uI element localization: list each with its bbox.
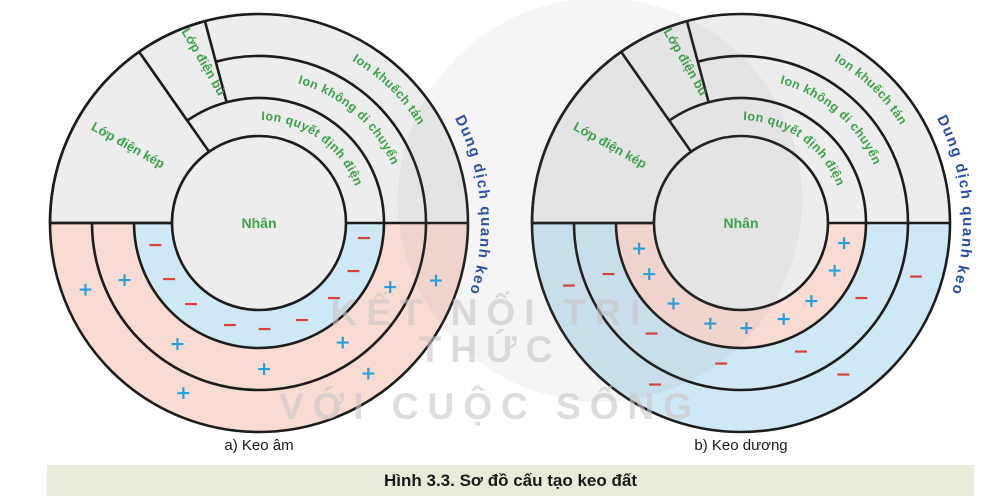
charge-minus: −	[561, 275, 577, 297]
charge-plus: +	[827, 260, 843, 282]
ring-boundary-top	[226, 96, 386, 224]
charge-plus: +	[428, 270, 444, 292]
charge-plus: +	[175, 382, 191, 404]
charge-plus: +	[836, 232, 852, 254]
charge-plus: +	[631, 237, 647, 259]
bottom-rings-b	[532, 222, 950, 432]
charge-plus: +	[666, 292, 682, 314]
caption-keo-am: a) Keo âm	[224, 437, 294, 454]
charge-minus: −	[647, 374, 663, 396]
charge-plus: +	[117, 269, 133, 291]
charge-plus: +	[360, 363, 376, 385]
charge-minus: −	[294, 309, 310, 331]
figure-caption-bar: Hình 3.3. Sơ đồ cấu tạo keo đất	[47, 465, 974, 496]
charge-minus: −	[257, 318, 273, 340]
charge-minus: −	[600, 263, 616, 285]
ring-middle-band	[574, 223, 908, 390]
ring-boundary-top	[697, 54, 910, 224]
charge-plus: +	[702, 312, 718, 334]
charge-plus: +	[382, 276, 398, 298]
ring-outer-band	[532, 223, 950, 432]
bottom-rings-a	[50, 222, 468, 432]
charge-minus: −	[183, 293, 199, 315]
ring-boundary	[614, 222, 868, 350]
charge-plus: +	[739, 317, 755, 339]
charge-plus: +	[169, 333, 185, 355]
charges-layer-a: −−−− − −−−−+++++++++	[77, 227, 443, 404]
ring-boundary-top	[215, 54, 428, 224]
nucleus-label: Nhân	[242, 215, 277, 231]
ring-boundary	[572, 222, 910, 392]
charge-plus: +	[641, 263, 657, 285]
ring-boundary-top	[708, 96, 868, 224]
charge-plus: +	[256, 358, 272, 380]
charge-minus: −	[713, 353, 729, 375]
charge-minus: −	[161, 268, 177, 290]
charge-minus: −	[326, 287, 342, 309]
charge-minus: −	[644, 322, 660, 344]
ring-middle-band	[92, 223, 426, 390]
charge-minus: −	[793, 341, 809, 363]
charge-minus: −	[147, 234, 163, 256]
charge-minus: −	[345, 260, 361, 282]
caption-keo-duong: b) Keo dương	[694, 437, 788, 454]
ring-boundary	[132, 222, 386, 350]
ring-boundary	[90, 222, 428, 392]
charge-minus: −	[222, 314, 238, 336]
charge-minus: −	[853, 287, 869, 309]
charge-minus: −	[356, 227, 372, 249]
ring-inner-band	[616, 223, 866, 348]
ring-outer-band	[50, 223, 468, 432]
charge-minus: −	[835, 364, 851, 386]
charge-minus: −	[908, 266, 924, 288]
colloid-diagram-negative: Ion quyết định điện Ion không di chuyển …	[48, 12, 492, 434]
ring-inner-band	[134, 223, 384, 348]
charge-plus: +	[803, 290, 819, 312]
colloid-diagram-positive: Ion quyết định điện Ion không di chuyển …	[530, 12, 974, 434]
charge-plus: +	[776, 308, 792, 330]
figure-caption-text: Hình 3.3. Sơ đồ cấu tạo keo đất	[384, 470, 637, 490]
charge-plus: +	[335, 332, 351, 354]
charge-plus: +	[77, 279, 93, 301]
charges-layer-b: ++++ + ++++−−−−−−− −−	[561, 232, 924, 396]
nucleus-label: Nhân	[724, 215, 759, 231]
